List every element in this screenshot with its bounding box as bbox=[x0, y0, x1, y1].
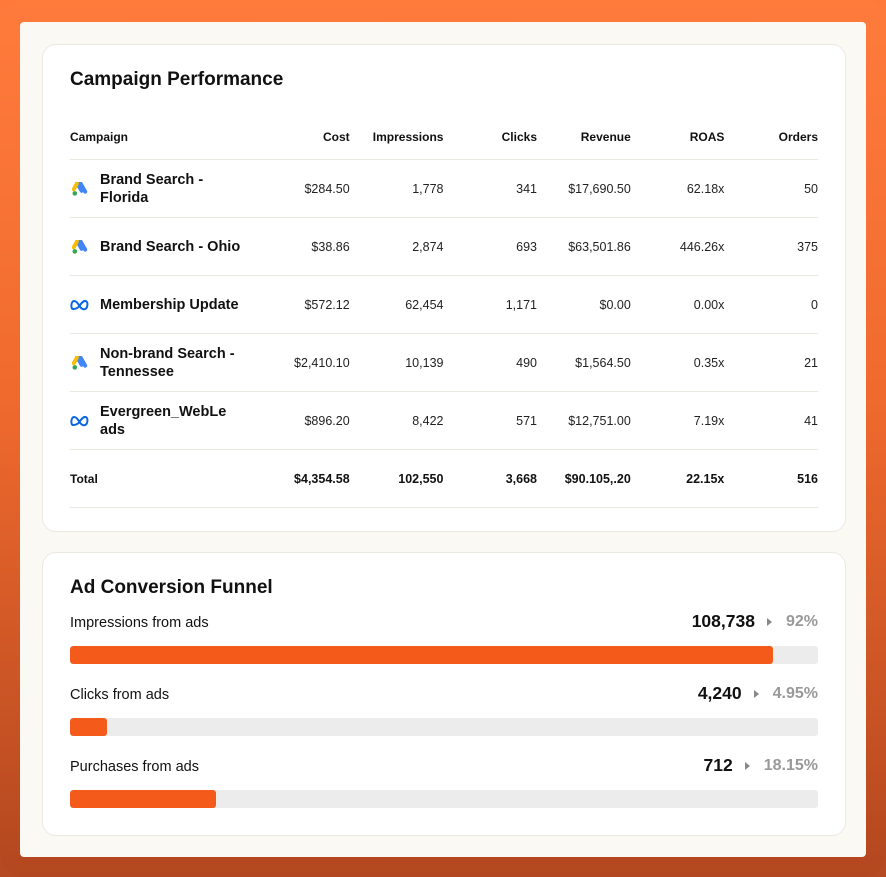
total-roas: 22.15x bbox=[630, 449, 725, 508]
impressions-cell: 10,139 bbox=[349, 333, 444, 392]
column-header-cost[interactable]: Cost bbox=[250, 115, 350, 160]
roas-cell: 7.19x bbox=[630, 391, 725, 450]
campaign-performance-card: Campaign Performance Campaign Cost Impre… bbox=[42, 44, 846, 532]
table-row[interactable]: Brand Search - Florida $284.50 1,778 341 $17… bbox=[70, 159, 818, 218]
google-ads-icon bbox=[70, 179, 90, 199]
cost-cell: $572.12 bbox=[250, 275, 350, 334]
dashboard-panel: Campaign Performance Campaign Cost Impre… bbox=[20, 22, 866, 857]
impressions-cell: 1,778 bbox=[349, 159, 444, 218]
funnel-bar-track bbox=[70, 646, 818, 664]
revenue-cell: $17,690.50 bbox=[537, 159, 631, 218]
funnel-label: Purchases from ads bbox=[70, 759, 199, 775]
funnel-stage-clicks: Clicks from ads 4,240 4.95% bbox=[70, 683, 818, 707]
google-ads-icon bbox=[70, 237, 90, 257]
campaign-name[interactable]: Evergreen_WebLe ads bbox=[100, 403, 227, 438]
revenue-cell: $1,564.50 bbox=[537, 333, 631, 392]
column-header-campaign[interactable]: Campaign bbox=[70, 115, 250, 160]
meta-icon bbox=[70, 411, 90, 431]
revenue-cell: $12,751.00 bbox=[537, 391, 631, 450]
funnel-percent: 92% bbox=[785, 612, 818, 630]
total-revenue: $90.105,.20 bbox=[537, 449, 631, 508]
impressions-cell: 2,874 bbox=[349, 217, 444, 276]
roas-cell: 446.26x bbox=[630, 217, 725, 276]
ad-conversion-funnel-card: Ad Conversion Funnel Impressions from ad… bbox=[42, 552, 846, 836]
campaign-name[interactable]: Membership Update bbox=[100, 296, 239, 313]
clicks-cell: 341 bbox=[443, 159, 537, 218]
clicks-cell: 1,171 bbox=[443, 275, 537, 334]
funnel-title: Ad Conversion Funnel bbox=[70, 577, 273, 598]
table-header-row: Campaign Cost Impressions Clicks Revenue… bbox=[70, 115, 818, 160]
roas-cell: 0.35x bbox=[630, 333, 725, 392]
campaign-table: Campaign Cost Impressions Clicks Revenue… bbox=[70, 115, 818, 508]
campaign-name[interactable]: Non-brand Search - Tennessee bbox=[100, 345, 235, 380]
funnel-bar-track bbox=[70, 718, 818, 736]
table-row[interactable]: Membership Update $572.12 62,454 1,171 $0.00… bbox=[70, 275, 818, 334]
impressions-cell: 8,422 bbox=[349, 391, 444, 450]
meta-icon bbox=[70, 295, 90, 315]
orders-cell: 375 bbox=[724, 217, 818, 276]
google-ads-icon bbox=[70, 353, 90, 373]
total-cost: $4,354.58 bbox=[250, 449, 350, 508]
roas-cell: 62.18x bbox=[630, 159, 725, 218]
funnel-label: Clicks from ads bbox=[70, 687, 170, 703]
funnel-stage-purchases: Purchases from ads 712 18.15% bbox=[70, 755, 818, 779]
orders-cell: 50 bbox=[724, 159, 818, 218]
funnel-label: Impressions from ads bbox=[70, 615, 209, 631]
funnel-stage-impressions: Impressions from ads 108,738 92% bbox=[70, 611, 818, 635]
funnel-value: 712 bbox=[703, 755, 733, 775]
column-header-orders[interactable]: Orders bbox=[724, 115, 818, 160]
campaign-cell: Evergreen_WebLe ads bbox=[70, 391, 250, 450]
revenue-cell: $63,501.86 bbox=[537, 217, 631, 276]
total-clicks: 3,668 bbox=[443, 449, 537, 508]
cost-cell: $284.50 bbox=[250, 159, 350, 218]
impressions-cell: 62,454 bbox=[349, 275, 444, 334]
campaign-name[interactable]: Brand Search - Florida bbox=[100, 171, 204, 206]
cost-cell: $896.20 bbox=[250, 391, 350, 450]
total-impressions: 102,550 bbox=[349, 449, 444, 508]
clicks-cell: 693 bbox=[443, 217, 537, 276]
campaign-cell: Brand Search - Florida bbox=[70, 159, 250, 218]
table-row[interactable]: Evergreen_WebLe ads $896.20 8,422 571 $12,75… bbox=[70, 391, 818, 450]
campaign-name[interactable]: Brand Search - Ohio bbox=[100, 238, 241, 255]
funnel-percent: 18.15% bbox=[763, 756, 818, 774]
campaign-cell: Non-brand Search - Tennessee bbox=[70, 333, 250, 392]
orders-cell: 41 bbox=[724, 391, 818, 450]
caret-right-icon bbox=[753, 689, 759, 698]
orders-cell: 0 bbox=[724, 275, 818, 334]
table-row[interactable]: Non-brand Search - Tennessee $2,410.10 10,… bbox=[70, 333, 818, 392]
funnel-bar-fill-purchases bbox=[70, 790, 216, 808]
column-header-impressions[interactable]: Impressions bbox=[349, 115, 444, 160]
clicks-cell: 571 bbox=[443, 391, 537, 450]
column-header-clicks[interactable]: Clicks bbox=[443, 115, 537, 160]
caret-right-icon bbox=[744, 761, 750, 770]
roas-cell: 0.00x bbox=[630, 275, 725, 334]
table-row[interactable]: Brand Search - Ohio $38.86 2,874 693 $63,501… bbox=[70, 217, 818, 276]
campaign-cell: Brand Search - Ohio bbox=[70, 217, 250, 276]
funnel-bar-fill-clicks bbox=[70, 718, 108, 736]
column-header-roas[interactable]: ROAS bbox=[630, 115, 725, 160]
funnel-bar-fill-impressions bbox=[70, 646, 774, 664]
total-orders: 516 bbox=[724, 449, 818, 508]
funnel-value: 108,738 bbox=[691, 611, 755, 631]
column-header-revenue[interactable]: Revenue bbox=[537, 115, 631, 160]
orders-cell: 21 bbox=[724, 333, 818, 392]
campaign-performance-title: Campaign Performance bbox=[70, 69, 284, 90]
cost-cell: $38.86 bbox=[250, 217, 350, 276]
caret-right-icon bbox=[766, 617, 772, 626]
total-label: Total bbox=[70, 449, 250, 508]
cost-cell: $2,410.10 bbox=[250, 333, 350, 392]
clicks-cell: 490 bbox=[443, 333, 537, 392]
funnel-bar-track bbox=[70, 790, 818, 808]
funnel-value: 4,240 bbox=[697, 683, 742, 703]
campaign-cell: Membership Update bbox=[70, 275, 250, 334]
revenue-cell: $0.00 bbox=[537, 275, 631, 334]
funnel-percent: 4.95% bbox=[772, 684, 818, 702]
total-row: Total $4,354.58 102,550 3,668 $90.105,.2… bbox=[70, 449, 818, 508]
